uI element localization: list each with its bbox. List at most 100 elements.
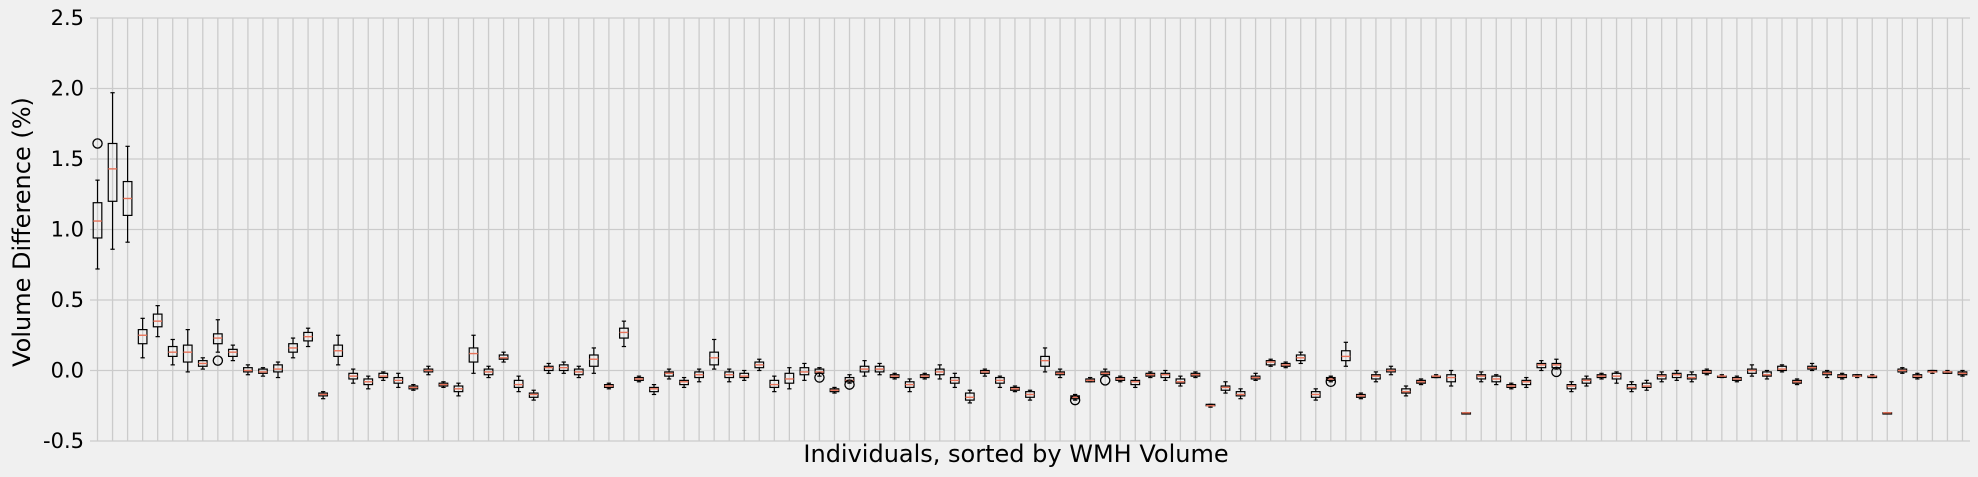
y-tick-label: 2.5 [51,6,84,30]
outlier-point [92,138,103,149]
box-item [1852,374,1863,379]
box-item [1882,412,1893,415]
box-item [904,378,915,393]
box-iqr [1581,378,1592,384]
box-item [1175,375,1186,387]
box-item [1912,372,1923,380]
box-item [1521,376,1532,389]
box-item [1566,381,1577,393]
box-item [814,367,825,383]
box-iqr [273,364,283,373]
box-iqr [152,313,163,328]
box-iqr [799,367,810,376]
box-item [1069,393,1081,406]
box-item [212,319,224,366]
y-tick-label: 2.0 [51,77,84,101]
box-item [393,372,404,389]
outlier-point [844,379,855,390]
box-iqr [588,354,599,367]
box-item [934,364,945,380]
box-item [649,384,659,396]
box-item [889,372,900,380]
outlier-point [1099,375,1111,386]
box-item [1355,392,1366,400]
box-item [1581,375,1592,387]
box-item [408,384,419,391]
box-item [438,381,449,389]
box-item [1837,372,1848,380]
box-iqr [227,348,238,358]
box-item [664,368,674,380]
box-iqr [964,392,975,401]
box-item [1777,364,1787,373]
box-item [1190,371,1201,379]
box-iqr [619,327,629,339]
box-item [739,369,750,381]
box-item [859,360,870,377]
box-item [348,368,359,384]
box-item [979,368,990,377]
box-iqr [1235,391,1246,397]
y-tick-label: 1.0 [51,218,84,242]
box-item [754,358,765,372]
box-item [1130,376,1141,389]
box-item [453,382,464,397]
y-tick-label: 0.0 [51,359,84,383]
box-iqr [1747,368,1757,374]
box-item [152,305,163,338]
box-item [1792,378,1802,386]
box-item [558,361,569,374]
box-item [1656,371,1667,383]
box-iqr [513,379,524,389]
box-iqr [739,372,750,379]
box-iqr [528,392,539,398]
outlier-point [1551,366,1562,378]
y-tick-label: -0.5 [43,429,84,453]
box-item [1536,360,1547,372]
box-item [1280,361,1291,369]
box-item [468,334,479,374]
box-item [273,361,283,379]
box-item [92,138,103,270]
box-iqr [378,372,389,379]
box-item [1731,375,1742,383]
box-item [1446,369,1457,387]
box-item [1010,385,1020,393]
box-item [1897,367,1908,374]
box-item [333,334,344,366]
box-item [513,375,524,393]
outlier-point [1325,376,1337,388]
box-item [1250,372,1261,381]
box-item [1747,364,1757,377]
box-item [1371,371,1381,383]
box-iqr [1656,374,1667,380]
y-tick-labels: -0.5 0.0 0.5 1.0 1.5 2.0 2.5 [43,6,84,453]
box-item [1822,369,1833,379]
box-item [964,389,975,404]
box-iqr [543,365,554,372]
box-iqr [649,386,659,393]
box-iqr [1476,374,1487,380]
y-tick-label: 1.5 [51,147,84,171]
box-item [1340,341,1351,367]
box-item [1235,388,1246,400]
box-item [1265,358,1276,367]
box-item [679,376,689,389]
box-item [182,329,193,373]
box-iqr [1220,385,1231,391]
box-iqr [167,345,178,357]
box-item [423,365,434,376]
box-item [588,347,599,374]
box-item [1040,347,1050,373]
box-item [1160,369,1171,381]
box-iqr [844,376,855,383]
box-item [1085,376,1096,383]
box-iqr [709,351,720,366]
box-item [258,367,268,377]
outlier-point [814,372,825,383]
box-item [197,357,208,370]
box-item [288,337,298,359]
box-item [1401,385,1411,397]
outlier-point [1069,394,1081,406]
box-item [303,327,313,348]
